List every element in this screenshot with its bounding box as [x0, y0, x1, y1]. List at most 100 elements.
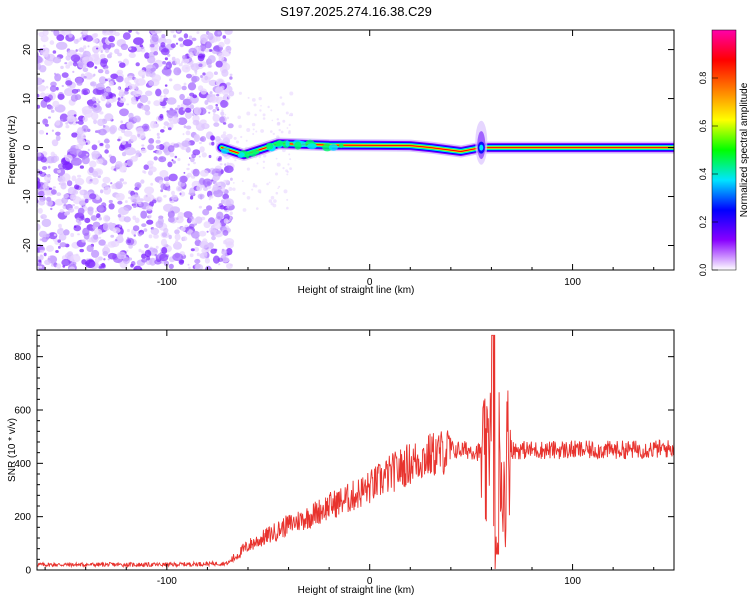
snr-y-axis-label: SNR (10 * v/v) [7, 418, 18, 482]
noise-blob [53, 233, 57, 237]
noise-blob [172, 253, 184, 262]
noise-blob [150, 120, 157, 129]
noise-blob [37, 197, 38, 200]
noise-blob [221, 69, 229, 77]
noise-blob [93, 52, 99, 59]
noise-blob [87, 148, 90, 152]
noise-blob [39, 230, 47, 238]
noise-blob [282, 119, 286, 123]
noise-blob [228, 187, 233, 191]
noise-blob [77, 207, 85, 215]
noise-blob [128, 196, 131, 199]
noise-blob [114, 48, 120, 54]
noise-blob [72, 61, 78, 67]
noise-blob [46, 245, 54, 252]
noise-blob [77, 120, 84, 125]
noise-blob [206, 230, 209, 233]
noise-blob [148, 214, 152, 219]
noise-blob [126, 103, 130, 106]
noise-blob [75, 118, 78, 121]
noise-blob [91, 234, 99, 243]
noise-blob [137, 69, 146, 77]
noise-blob [48, 187, 53, 190]
noise-blob [89, 160, 97, 168]
noise-blob [182, 236, 188, 242]
spectral-blob [307, 143, 317, 150]
noise-blob [215, 136, 221, 142]
noise-blob [102, 124, 106, 128]
noise-blob [150, 67, 156, 72]
spectral-blob [276, 140, 284, 147]
noise-blob [104, 48, 110, 54]
noise-blob [167, 210, 175, 219]
noise-blob [103, 186, 111, 195]
noise-blob [167, 145, 175, 153]
noise-blob [109, 125, 118, 134]
noise-blob [229, 211, 233, 216]
noise-blob [208, 49, 213, 52]
noise-blob [52, 56, 62, 64]
noise-blob [225, 248, 233, 256]
noise-blob [98, 76, 107, 85]
noise-blob [212, 184, 219, 192]
noise-blob [275, 191, 279, 195]
noise-blob [72, 148, 83, 156]
noise-blob [51, 189, 57, 195]
noise-blob [150, 44, 155, 48]
noise-blob [108, 203, 115, 210]
noise-blob [216, 211, 224, 220]
noise-blob [79, 165, 84, 169]
noise-blob [37, 247, 40, 250]
noise-blob [153, 234, 159, 239]
noise-blob [175, 42, 179, 45]
noise-blob [223, 218, 229, 224]
noise-blob [151, 34, 159, 43]
noise-blob [180, 227, 186, 232]
colorbar-tick-label: 0.0 [698, 264, 708, 277]
noise-blob [189, 187, 196, 196]
noise-blob [113, 168, 117, 171]
noise-blob [246, 167, 250, 171]
noise-blob [118, 206, 129, 216]
noise-blob [65, 124, 70, 129]
noise-blob [119, 62, 126, 68]
noise-blob [275, 172, 278, 176]
noise-blob [41, 237, 48, 243]
noise-blob [286, 206, 289, 210]
spectral-blob [339, 142, 344, 149]
noise-blob [198, 63, 203, 67]
noise-blob [96, 213, 101, 219]
noise-blob [163, 95, 167, 99]
noise-blob [79, 200, 87, 206]
noise-blob [161, 34, 166, 39]
noise-blob [169, 152, 175, 158]
noise-blob [191, 76, 198, 84]
noise-blob [93, 104, 97, 108]
noise-blob [240, 135, 243, 139]
noise-blob [168, 234, 172, 240]
noise-blob [215, 86, 224, 95]
noise-blob [127, 239, 132, 244]
noise-blob [160, 129, 165, 133]
noise-blob [204, 124, 208, 128]
noise-blob [33, 252, 36, 256]
noise-blob [238, 124, 242, 129]
noise-blob [51, 139, 59, 146]
noise-blob [202, 208, 210, 216]
noise-blob [183, 171, 186, 174]
noise-blob [73, 225, 77, 228]
noise-blob [161, 247, 168, 255]
noise-blob [150, 182, 154, 186]
noise-blob [78, 218, 82, 222]
disturbance-core [479, 144, 484, 151]
noise-blob [60, 65, 64, 70]
noise-blob [58, 223, 62, 229]
noise-blob [125, 200, 128, 204]
noise-blob [224, 113, 227, 116]
noise-blob [124, 147, 136, 156]
noise-blob [229, 76, 233, 80]
noise-blob [147, 100, 151, 105]
noise-blob [155, 245, 159, 249]
noise-blob [167, 127, 172, 131]
noise-blob [200, 90, 202, 93]
